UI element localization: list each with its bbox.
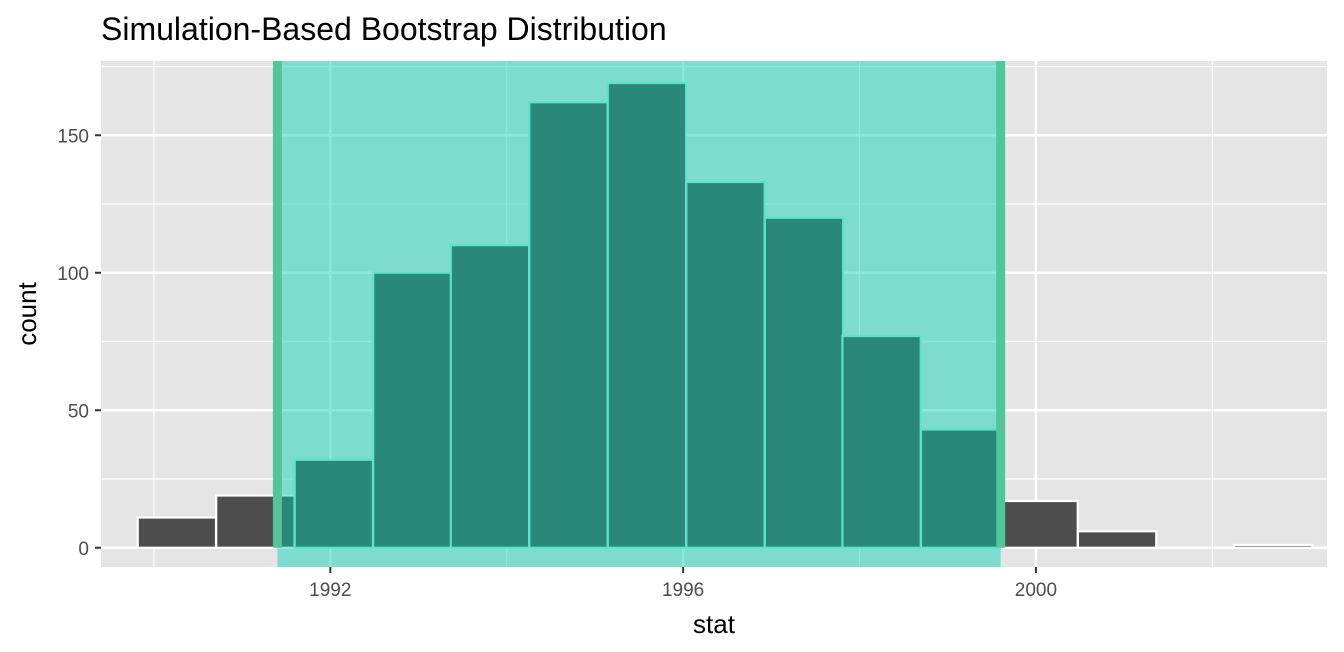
histogram-bar [528, 101, 609, 549]
y-tick-label: 50 [68, 401, 89, 422]
axis-ticks-layer: 1992 1996 2000 0 50 100 150 [57, 126, 1057, 601]
x-tick-label: 1992 [309, 580, 351, 601]
x-axis-title: stat [693, 609, 736, 639]
histogram-bar [372, 271, 453, 549]
histogram-bar [1076, 530, 1158, 549]
y-tick-label: 100 [57, 264, 89, 285]
x-tick-label: 1996 [662, 580, 704, 601]
histogram-bar [136, 516, 218, 549]
histogram-bar [1232, 543, 1314, 549]
confidence-interval-shade [277, 61, 1001, 567]
bars-layer [136, 81, 1314, 549]
chart-title: Simulation-Based Bootstrap Distribution [101, 11, 667, 47]
histogram-bar [685, 180, 766, 549]
histogram-bar [998, 499, 1079, 549]
interval-shade-layer [272, 61, 1006, 567]
y-tick-label: 0 [78, 539, 89, 560]
y-tick-label: 150 [57, 126, 89, 147]
x-tick-label: 2000 [1015, 580, 1057, 601]
y-axis-title: count [12, 281, 42, 345]
histogram-bar [841, 334, 922, 549]
